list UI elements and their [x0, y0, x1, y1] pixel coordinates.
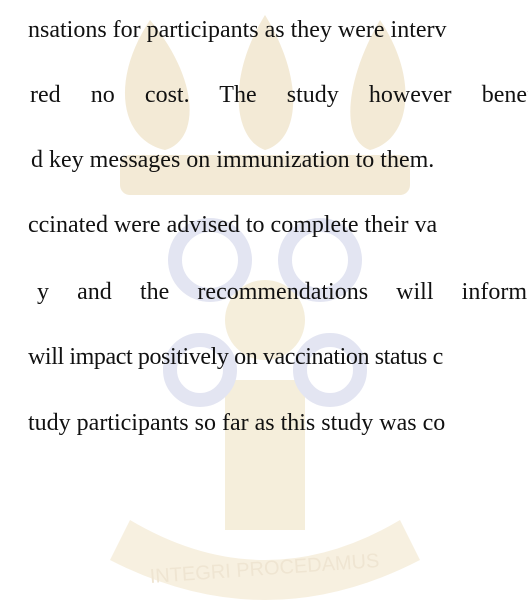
text-line: tudy participants so far as this study w… — [28, 410, 446, 436]
text-line: will impact positively on vaccination st… — [28, 344, 443, 370]
text-line: red no cost. The study however benef — [30, 82, 528, 108]
text-line: nsations for participants as they were i… — [28, 17, 447, 43]
text-line: y and the recommendations will inform — [37, 279, 527, 305]
text-line: d key messages on immunization to them. — [31, 147, 435, 173]
text-line: ccinated were advised to complete their … — [28, 212, 438, 238]
